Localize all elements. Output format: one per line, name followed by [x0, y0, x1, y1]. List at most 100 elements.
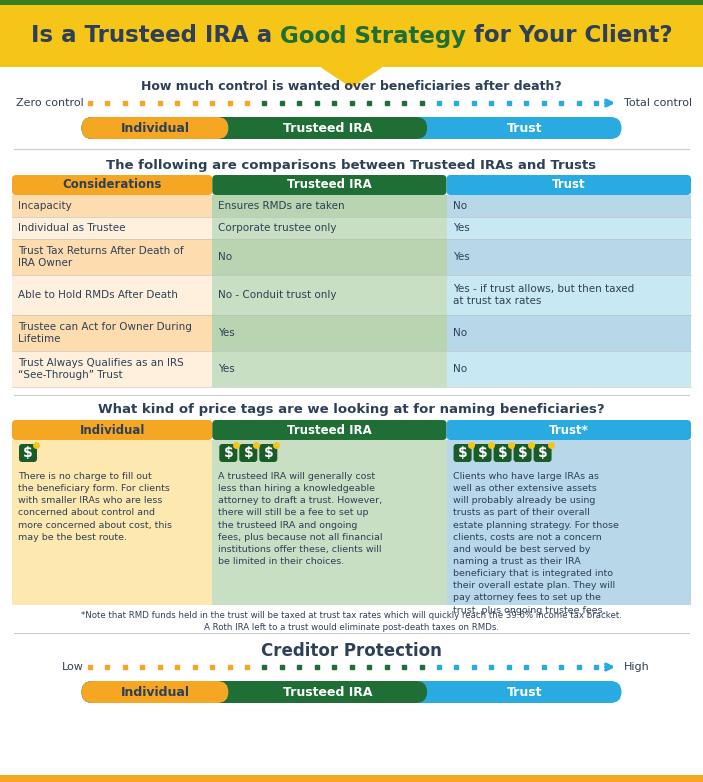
- Bar: [212, 351, 446, 387]
- Text: Yes: Yes: [219, 364, 235, 374]
- Text: Trusteed IRA: Trusteed IRA: [283, 121, 373, 135]
- Text: Corporate trustee only: Corporate trustee only: [219, 223, 337, 233]
- Bar: [12, 315, 212, 351]
- FancyBboxPatch shape: [82, 117, 228, 139]
- Text: High: High: [624, 662, 650, 672]
- FancyBboxPatch shape: [446, 175, 691, 195]
- Text: $: $: [498, 446, 508, 460]
- Text: Trust*: Trust*: [549, 424, 588, 436]
- Bar: [446, 195, 691, 217]
- FancyBboxPatch shape: [82, 681, 621, 703]
- Text: Trusteed IRA: Trusteed IRA: [287, 424, 372, 436]
- FancyBboxPatch shape: [82, 681, 228, 703]
- Text: How much control is wanted over beneficiaries after death?: How much control is wanted over benefici…: [141, 81, 562, 94]
- Text: Incapacity: Incapacity: [18, 201, 72, 211]
- Bar: [12, 195, 212, 217]
- Text: Total control: Total control: [624, 98, 692, 108]
- Text: Ensures RMDs are taken: Ensures RMDs are taken: [219, 201, 345, 211]
- Text: Considerations: Considerations: [63, 178, 162, 192]
- Bar: [212, 275, 446, 315]
- FancyBboxPatch shape: [82, 117, 621, 139]
- Bar: [212, 315, 446, 351]
- Text: Clients who have large IRAs as
well as other extensive assets
will probably alre: Clients who have large IRAs as well as o…: [453, 472, 619, 615]
- Bar: [12, 275, 212, 315]
- Text: Individual: Individual: [79, 424, 145, 436]
- Bar: [0, 0, 703, 5]
- Bar: [446, 217, 691, 239]
- Text: $: $: [517, 446, 527, 460]
- Text: Individual: Individual: [120, 686, 189, 698]
- Text: Trust: Trust: [507, 121, 542, 135]
- FancyBboxPatch shape: [12, 420, 212, 440]
- FancyBboxPatch shape: [212, 420, 446, 440]
- FancyBboxPatch shape: [12, 175, 212, 195]
- Text: Individual as Trustee: Individual as Trustee: [18, 223, 126, 233]
- Text: for Your Client?: for Your Client?: [466, 24, 672, 48]
- Text: Trusteed IRA: Trusteed IRA: [283, 686, 373, 698]
- Text: No: No: [453, 201, 467, 211]
- Bar: [446, 440, 691, 605]
- Text: Yes - if trust allows, but then taxed
at trust tax rates: Yes - if trust allows, but then taxed at…: [453, 284, 634, 306]
- Text: Yes: Yes: [453, 223, 470, 233]
- FancyBboxPatch shape: [239, 444, 257, 462]
- Text: Good Strategy: Good Strategy: [280, 24, 466, 48]
- Bar: [12, 239, 212, 275]
- Bar: [212, 239, 446, 275]
- Bar: [446, 315, 691, 351]
- Text: No: No: [453, 364, 467, 374]
- Text: $: $: [538, 446, 548, 460]
- Text: No - Conduit trust only: No - Conduit trust only: [219, 290, 337, 300]
- Text: *Note that RMD funds held in the trust will be taxed at trust tax rates which wi: *Note that RMD funds held in the trust w…: [81, 611, 622, 632]
- FancyBboxPatch shape: [446, 420, 691, 440]
- Text: Trust Always Qualifies as an IRS
“See-Through” Trust: Trust Always Qualifies as an IRS “See-Th…: [18, 358, 183, 380]
- Text: Trust: Trust: [552, 178, 586, 192]
- FancyBboxPatch shape: [82, 681, 427, 703]
- Text: Is a Trusteed IRA a: Is a Trusteed IRA a: [31, 24, 280, 48]
- Bar: [12, 440, 212, 605]
- Text: $: $: [23, 446, 33, 460]
- Text: The following are comparisons between Trusteed IRAs and Trusts: The following are comparisons between Tr…: [106, 159, 597, 171]
- Text: Yes: Yes: [219, 328, 235, 338]
- Bar: [446, 275, 691, 315]
- Text: Trusteed IRA: Trusteed IRA: [287, 178, 372, 192]
- FancyBboxPatch shape: [19, 444, 37, 462]
- Text: $: $: [264, 446, 273, 460]
- FancyBboxPatch shape: [474, 444, 491, 462]
- FancyBboxPatch shape: [514, 444, 531, 462]
- Text: $: $: [477, 446, 487, 460]
- Text: $: $: [243, 446, 253, 460]
- Text: Trustee can Act for Owner During
Lifetime: Trustee can Act for Owner During Lifetim…: [18, 322, 192, 344]
- Polygon shape: [321, 67, 382, 87]
- Text: Creditor Protection: Creditor Protection: [261, 642, 442, 660]
- Bar: [212, 195, 446, 217]
- Text: A trusteed IRA will generally cost
less than hiring a knowledgeable
attorney to : A trusteed IRA will generally cost less …: [219, 472, 383, 566]
- FancyBboxPatch shape: [534, 444, 552, 462]
- FancyBboxPatch shape: [212, 175, 446, 195]
- Text: Yes: Yes: [453, 252, 470, 262]
- Text: $: $: [224, 446, 233, 460]
- Text: Able to Hold RMDs After Death: Able to Hold RMDs After Death: [18, 290, 178, 300]
- Bar: [12, 351, 212, 387]
- Text: No: No: [453, 328, 467, 338]
- Bar: [12, 217, 212, 239]
- FancyBboxPatch shape: [453, 444, 472, 462]
- FancyBboxPatch shape: [219, 444, 238, 462]
- Text: No: No: [219, 252, 233, 262]
- Text: Trust Tax Returns After Death of
IRA Owner: Trust Tax Returns After Death of IRA Own…: [18, 246, 183, 267]
- Bar: [446, 351, 691, 387]
- FancyBboxPatch shape: [494, 444, 512, 462]
- Text: $: $: [458, 446, 467, 460]
- Text: Zero control: Zero control: [16, 98, 84, 108]
- FancyBboxPatch shape: [259, 444, 277, 462]
- Text: What kind of price tags are we looking at for naming beneficiaries?: What kind of price tags are we looking a…: [98, 404, 605, 417]
- Text: Low: Low: [62, 662, 84, 672]
- Bar: [0, 5, 703, 67]
- FancyBboxPatch shape: [82, 117, 427, 139]
- Bar: [0, 775, 703, 782]
- Bar: [212, 217, 446, 239]
- Text: Trust: Trust: [507, 686, 542, 698]
- Bar: [212, 440, 446, 605]
- Text: Individual: Individual: [120, 121, 189, 135]
- Text: There is no charge to fill out
the beneficiary form. For clients
with smaller IR: There is no charge to fill out the benef…: [18, 472, 172, 542]
- Bar: [446, 239, 691, 275]
